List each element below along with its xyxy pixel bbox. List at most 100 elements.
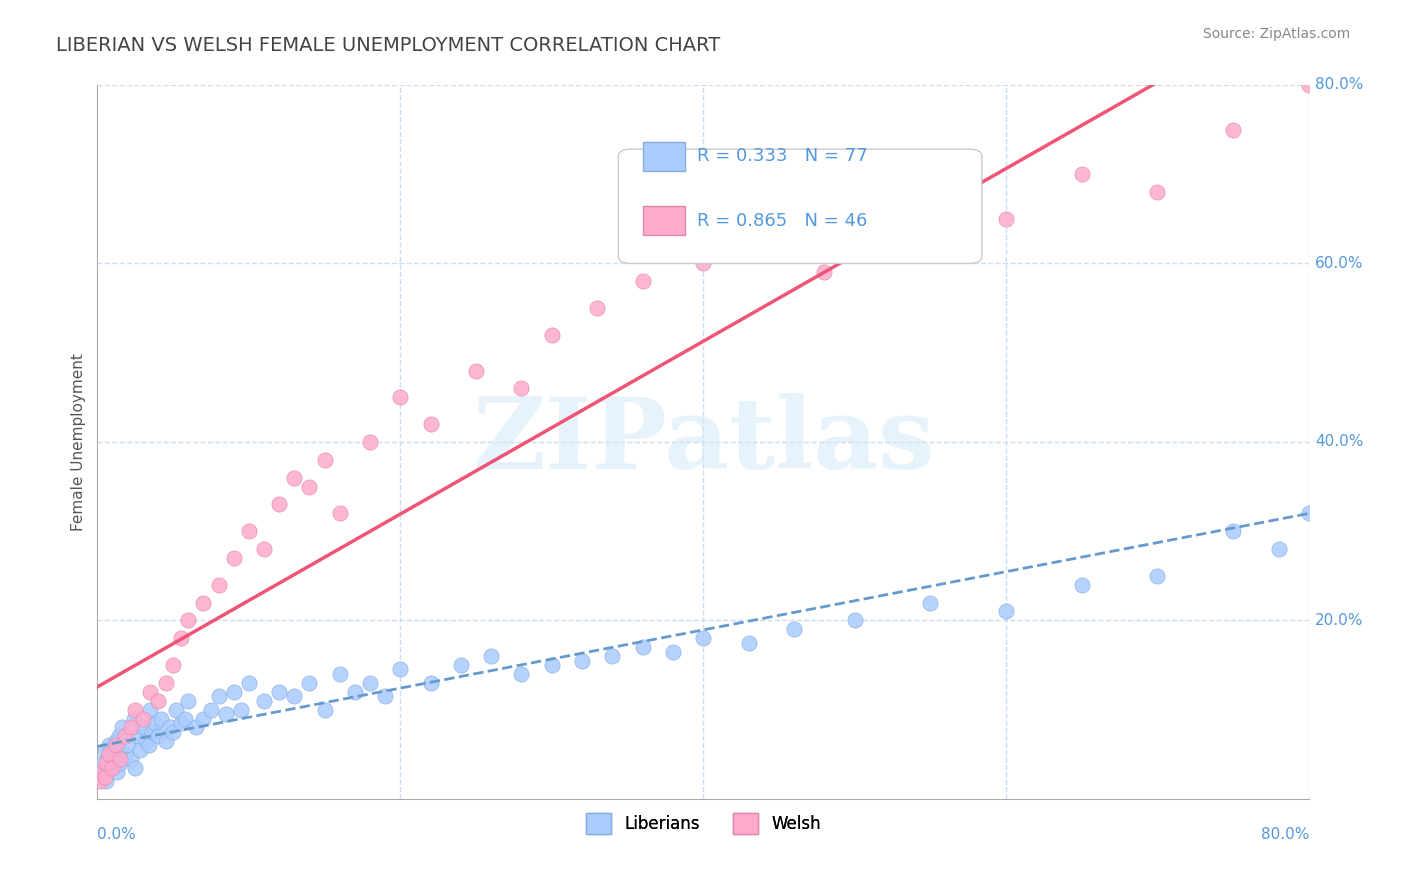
Text: R = 0.865   N = 46: R = 0.865 N = 46 [697,211,868,229]
Point [149,712,172,726]
Point [343,685,366,699]
Point [184,721,207,735]
Point [135,734,157,748]
Point [1222,524,1244,538]
Point [813,265,835,279]
Point [177,613,200,627]
Point [108,752,131,766]
Point [934,247,956,261]
Point [692,631,714,645]
Point [631,640,654,654]
Point [94,743,117,757]
Point [117,739,139,753]
Point [692,256,714,270]
Point [995,211,1018,226]
Point [98,747,121,762]
Point [141,725,163,739]
Point [104,739,127,753]
Point [253,541,276,556]
Point [1070,167,1092,181]
Y-axis label: Female Unemployment: Female Unemployment [72,353,86,531]
Text: 40.0%: 40.0% [1315,434,1364,450]
Point [465,363,488,377]
Point [128,743,150,757]
Point [159,721,181,735]
Point [1374,452,1396,467]
Point [920,595,942,609]
Point [97,752,120,766]
Point [298,479,321,493]
Point [283,690,305,704]
Point [1146,185,1168,199]
Point [107,730,129,744]
Point [174,712,197,726]
Point [600,648,623,663]
Point [1146,568,1168,582]
Text: 80.0%: 80.0% [1315,78,1364,93]
Point [96,774,118,789]
Point [238,524,260,538]
Point [146,694,169,708]
Point [329,667,352,681]
Text: R = 0.333   N = 77: R = 0.333 N = 77 [697,147,868,165]
FancyBboxPatch shape [643,142,685,170]
Point [101,747,124,762]
Point [752,238,775,252]
Point [90,765,112,780]
Point [155,734,177,748]
Point [1298,506,1320,520]
Point [329,506,352,520]
Point [143,716,166,731]
Point [540,327,562,342]
Point [124,703,146,717]
Point [132,712,155,726]
Point [177,694,200,708]
Point [101,761,124,775]
Point [155,676,177,690]
Text: LIBERIAN VS WELSH FEMALE UNEMPLOYMENT CORRELATION CHART: LIBERIAN VS WELSH FEMALE UNEMPLOYMENT CO… [56,36,720,54]
Point [100,761,122,775]
Point [108,756,131,771]
Point [132,721,155,735]
Point [298,676,321,690]
Point [631,274,654,288]
Point [374,690,396,704]
Point [359,676,381,690]
Point [122,712,145,726]
Point [138,739,160,753]
Point [231,703,253,717]
Point [510,667,533,681]
Point [571,654,593,668]
Point [139,703,162,717]
Point [450,658,472,673]
Point [146,730,169,744]
Point [110,721,132,735]
Point [314,452,336,467]
Point [114,747,136,762]
Point [283,470,305,484]
Point [215,707,238,722]
Point [253,694,276,708]
Point [96,756,118,771]
Point [114,730,136,744]
Point [540,658,562,673]
Point [267,685,290,699]
Text: ZIPatlas: ZIPatlas [472,393,935,491]
Text: 0.0%: 0.0% [97,828,136,842]
Point [359,434,381,449]
Point [479,648,502,663]
Point [120,752,142,766]
Point [200,703,222,717]
Text: 20.0%: 20.0% [1315,613,1364,628]
Point [98,739,121,753]
Point [1222,122,1244,136]
Point [207,690,229,704]
Point [207,577,229,591]
Point [169,716,191,731]
Point [586,301,609,315]
Point [222,550,245,565]
Point [90,756,112,771]
Point [193,595,215,609]
Point [94,770,117,784]
Point [162,725,184,739]
